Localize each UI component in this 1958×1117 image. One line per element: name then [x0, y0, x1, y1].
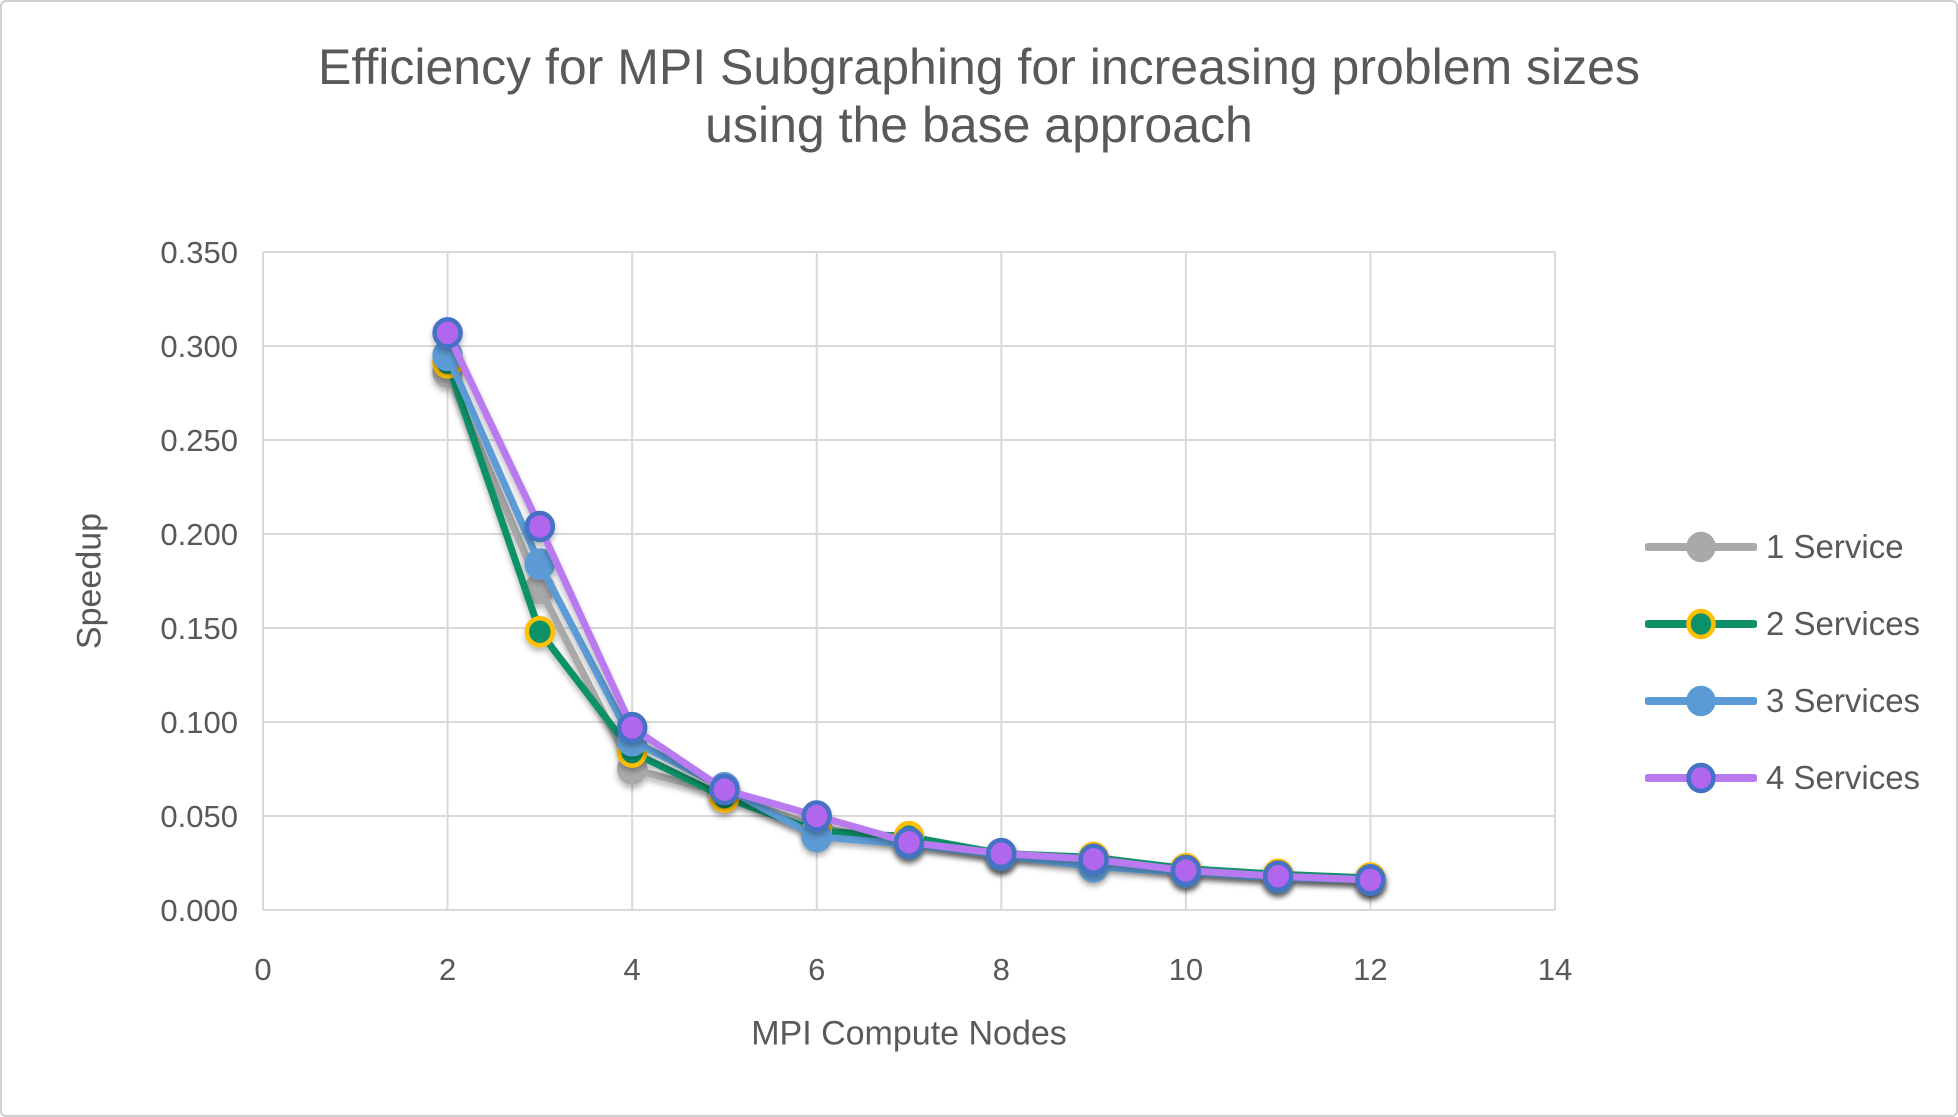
series-4-services [432, 317, 1386, 896]
legend-item-label: 2 Services [1766, 604, 1921, 642]
x-tick-label: 12 [1353, 952, 1387, 987]
series-marker-4-services [893, 826, 925, 859]
legend-marker-icon [1686, 531, 1716, 562]
legend-marker-icon [1686, 762, 1716, 793]
x-tick-label: 2 [439, 952, 456, 987]
legend-item-1-service: 1 Service [1645, 508, 1920, 585]
series-marker-3-services [524, 548, 556, 580]
y-tick-label: 0.200 [160, 517, 238, 552]
series-marker-4-services [1262, 860, 1294, 892]
x-tick-label: 8 [993, 952, 1010, 987]
legend-item-3-services: 3 Services [1645, 662, 1920, 739]
series-marker-4-services [709, 773, 740, 806]
gridlines [262, 251, 1556, 911]
series-marker-4-services [1355, 864, 1386, 896]
series-marker-4-services [616, 711, 648, 744]
legend-item-label: 4 Services [1766, 758, 1921, 796]
axis-tick-labels: 0.000 0.050 0.100 0.150 0.200 0.250 0.300 0.350… [160, 235, 1572, 987]
legend-item-label: 3 Services [1766, 681, 1921, 719]
legend-swatch-3-services [1645, 685, 1757, 716]
series-marker-4-services [801, 800, 832, 832]
chart-title-line-1: Efficiency for MPI Subgraphing for incre… [318, 39, 1640, 95]
y-axis-title: Speedup [70, 512, 109, 650]
series-marker-4-services [1170, 854, 1202, 887]
legend-swatch-1-service [1645, 531, 1757, 562]
legend-swatch-2-services [1645, 608, 1757, 639]
y-tick-label: 0.000 [160, 893, 238, 928]
x-axis-title: MPI Compute Nodes [751, 1014, 1067, 1053]
y-tick-label: 0.050 [160, 799, 238, 834]
series-line-3-services [444, 351, 1374, 884]
x-tick-label: 10 [1169, 952, 1203, 987]
legend-item-4-services: 4 Services [1645, 739, 1920, 816]
series-marker-4-services [986, 837, 1017, 870]
series-line-4-services [444, 329, 1374, 884]
series-marker-4-services [524, 510, 556, 543]
chart-title: Efficiency for MPI Subgraphing for incre… [2, 38, 1956, 154]
series-3-services [432, 339, 1386, 896]
chart-title-line-2: using the base approach [705, 97, 1253, 153]
x-tick-label: 6 [808, 952, 825, 987]
legend-marker-icon [1686, 685, 1716, 716]
y-tick-label: 0.100 [160, 705, 238, 740]
y-tick-label: 0.300 [160, 329, 238, 364]
series-marker-4-services [1078, 843, 1109, 875]
x-tick-label: 4 [624, 952, 641, 987]
legend-item-2-services: 2 Services [1645, 585, 1920, 662]
y-tick-label: 0.150 [160, 611, 238, 646]
legend-item-label: 1 Service [1766, 527, 1904, 565]
y-tick-label: 0.350 [160, 235, 238, 270]
series-2-services [432, 347, 1386, 894]
legend-marker-icon [1686, 608, 1716, 639]
series-marker-2-services [524, 616, 556, 648]
legend-swatch-4-services [1645, 762, 1757, 793]
y-tick-label: 0.250 [160, 423, 238, 458]
x-tick-label: 14 [1538, 952, 1572, 987]
legend: 1 Service 2 Services 3 Services 4 Services [1645, 508, 1920, 816]
series-marker-4-services [432, 317, 463, 349]
x-tick-label: 0 [254, 952, 271, 987]
